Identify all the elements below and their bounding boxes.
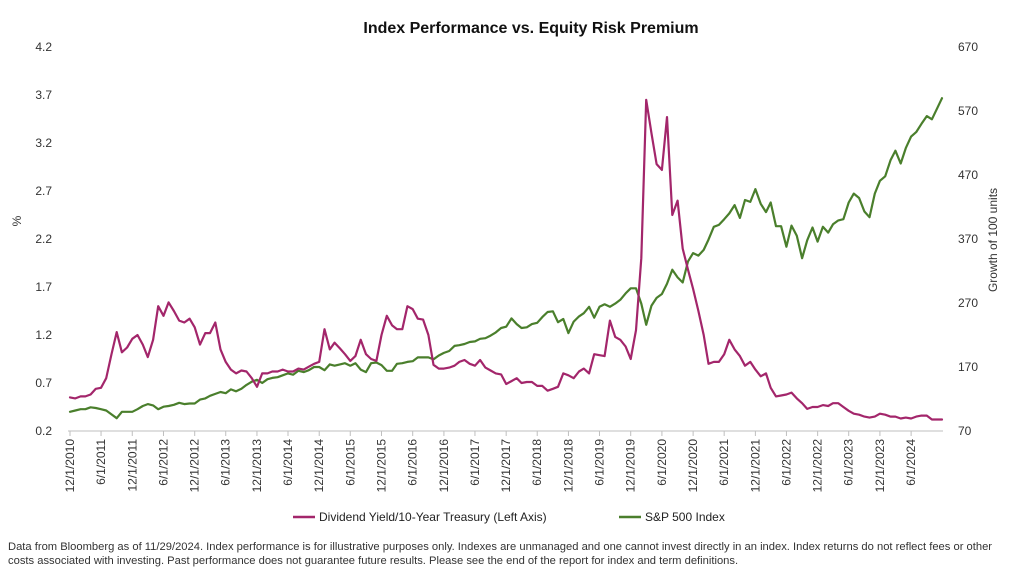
legend-label-dividend-yield: Dividend Yield/10-Year Treasury (Left Ax… bbox=[319, 510, 547, 524]
chart-title: Index Performance vs. Equity Risk Premiu… bbox=[363, 20, 698, 37]
x-tick-label: 6/1/2022 bbox=[779, 439, 793, 486]
left-tick-label: 4.2 bbox=[35, 40, 52, 54]
x-tick-label: 6/1/2015 bbox=[343, 439, 357, 486]
left-tick-label: 3.7 bbox=[35, 88, 52, 102]
x-tick-label: 12/1/2019 bbox=[624, 439, 638, 493]
left-tick-label: 0.2 bbox=[35, 424, 52, 438]
legend-label-sp500: S&P 500 Index bbox=[645, 510, 725, 524]
left-tick-label: 2.2 bbox=[35, 232, 52, 246]
right-tick-label: 270 bbox=[958, 296, 978, 310]
legend: Dividend Yield/10-Year Treasury (Left Ax… bbox=[293, 510, 725, 524]
left-tick-label: 2.7 bbox=[35, 184, 52, 198]
right-tick-label: 70 bbox=[958, 424, 972, 438]
right-tick-label: 670 bbox=[958, 40, 978, 54]
footnote: Data from Bloomberg as of 11/29/2024. In… bbox=[8, 541, 993, 567]
right-tick-label: 370 bbox=[958, 232, 978, 246]
left-axis-ticks: 0.2 0.7 1.2 1.7 2.2 2.7 3.2 3.7 4.2 bbox=[35, 40, 52, 438]
x-tick-label: 6/1/2011 bbox=[94, 439, 108, 485]
x-tick-label: 6/1/2020 bbox=[655, 439, 669, 486]
x-tick-label: 12/1/2021 bbox=[748, 439, 762, 493]
x-tick-label: 12/1/2010 bbox=[63, 439, 77, 493]
x-tick-label: 12/1/2023 bbox=[873, 439, 887, 493]
x-tick-label: 12/1/2014 bbox=[312, 439, 326, 493]
x-tick-label: 12/1/2013 bbox=[250, 439, 264, 493]
x-tick-label: 6/1/2018 bbox=[530, 439, 544, 486]
x-tick-label: 6/1/2017 bbox=[468, 439, 482, 486]
left-tick-label: 0.7 bbox=[35, 376, 52, 390]
x-tick-label: 12/1/2018 bbox=[561, 439, 575, 493]
x-tick-label: 6/1/2016 bbox=[406, 439, 420, 486]
x-tick-label: 6/1/2014 bbox=[281, 439, 295, 486]
left-tick-label: 1.7 bbox=[35, 280, 52, 294]
x-tick-label: 12/1/2015 bbox=[374, 439, 388, 493]
x-tick-label: 6/1/2013 bbox=[219, 439, 233, 486]
x-tick-label: 12/1/2017 bbox=[499, 439, 513, 493]
series-layer bbox=[68, 97, 944, 421]
x-tick-label: 12/1/2020 bbox=[686, 439, 700, 493]
chart: Index Performance vs. Equity Risk Premiu… bbox=[10, 20, 1000, 524]
left-tick-label: 3.2 bbox=[35, 136, 52, 150]
right-tick-label: 170 bbox=[958, 360, 978, 374]
x-tick-label: 6/1/2019 bbox=[592, 439, 606, 486]
x-tick-label: 12/1/2016 bbox=[437, 439, 451, 493]
right-axis-label: Growth of 100 units bbox=[986, 188, 1000, 292]
x-tick-label: 12/1/2011 bbox=[125, 439, 139, 492]
right-axis-ticks: 70 170 270 370 470 570 670 bbox=[958, 40, 978, 438]
left-axis-label: % bbox=[10, 215, 24, 226]
x-tick-label: 6/1/2023 bbox=[842, 439, 856, 486]
x-tick-label: 6/1/2021 bbox=[717, 439, 731, 486]
x-tick-label: 12/1/2022 bbox=[811, 439, 825, 493]
x-tick-label: 6/1/2012 bbox=[156, 439, 170, 486]
right-tick-label: 570 bbox=[958, 104, 978, 118]
right-tick-label: 470 bbox=[958, 168, 978, 182]
x-tick-label: 12/1/2012 bbox=[188, 439, 202, 493]
x-axis-ticks: 12/1/2010 6/1/2011 12/1/2011 6/1/2012 12/1/2… bbox=[63, 431, 918, 492]
series-line-dividend-yield bbox=[68, 98, 944, 421]
x-tick-label: 6/1/2024 bbox=[904, 439, 918, 486]
left-tick-label: 1.2 bbox=[35, 328, 52, 342]
series-line-sp500 bbox=[68, 97, 944, 420]
